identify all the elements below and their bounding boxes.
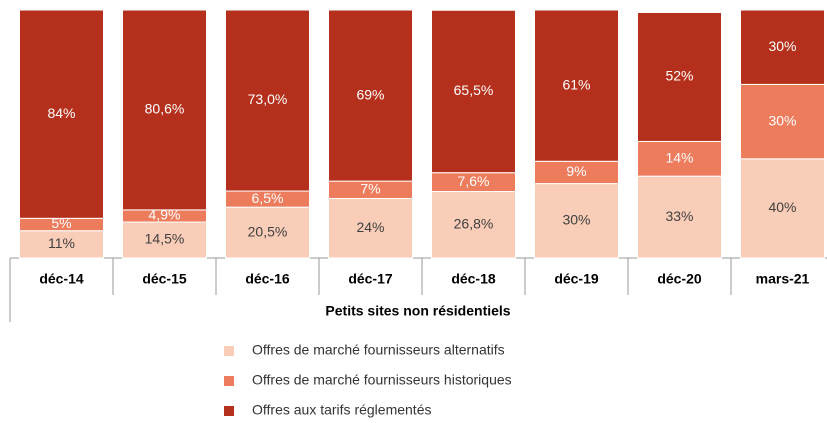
bar-segment [122,221,207,259]
bar-segment [534,183,619,259]
data-label: 73,0% [248,91,288,107]
bar-segment [328,9,413,182]
x-tick-label: déc-19 [554,271,599,287]
bar-segment [534,9,619,162]
data-label: 65,5% [454,82,494,98]
data-label: 7,6% [458,173,490,189]
data-label: 4,9% [149,207,181,223]
bar-segment [328,197,413,259]
bar-segment [122,9,207,211]
legend-swatch [224,346,234,356]
data-label: 9% [566,163,586,179]
data-label: 5% [51,215,71,231]
legend-swatch [224,406,234,416]
data-label: 26,8% [454,215,494,231]
x-tick-label: déc-17 [348,271,393,287]
x-tick-label: déc-14 [39,271,84,287]
data-label: 52% [665,68,693,84]
data-label: 30% [768,112,796,128]
legend-swatch [224,376,234,386]
data-label: 69% [356,86,384,102]
x-tick-label: mars-21 [756,271,810,287]
data-label: 24% [356,219,384,235]
bar-segment [19,9,104,219]
legend-label: Offres de marché fournisseurs alternatif… [252,342,505,358]
bar-segment [225,206,310,259]
data-label: 14,5% [145,231,185,247]
bar-segment [225,9,310,192]
data-label: 33% [665,208,693,224]
legend-label: Offres aux tarifs réglementés [252,402,431,418]
x-axis-label: Petits sites non résidentiels [325,303,510,319]
data-label: 30% [768,38,796,54]
data-label: 30% [562,212,590,228]
bar-segment [740,158,825,259]
bar-segment [637,140,722,177]
data-label: 61% [562,76,590,92]
data-label: 84% [47,105,75,121]
data-label: 80,6% [145,101,185,117]
bar-segment [637,11,722,142]
bar-segment [740,9,825,85]
x-tick-label: déc-16 [245,271,290,287]
bar-segment [19,230,104,259]
data-label: 6,5% [252,190,284,206]
data-label: 20,5% [248,223,288,239]
x-tick-label: déc-20 [657,271,702,287]
bar-segment [431,9,516,174]
bar-segment [740,83,825,160]
data-label: 40% [768,199,796,215]
x-tick-label: déc-18 [451,271,496,287]
data-label: 11% [48,235,75,251]
bar-segment [637,175,722,259]
x-tick-label: déc-15 [142,271,187,287]
data-label: 7% [360,181,380,197]
legend-label: Offres de marché fournisseurs historique… [252,372,512,388]
data-label: 14% [665,150,693,166]
bar-segment [431,191,516,259]
